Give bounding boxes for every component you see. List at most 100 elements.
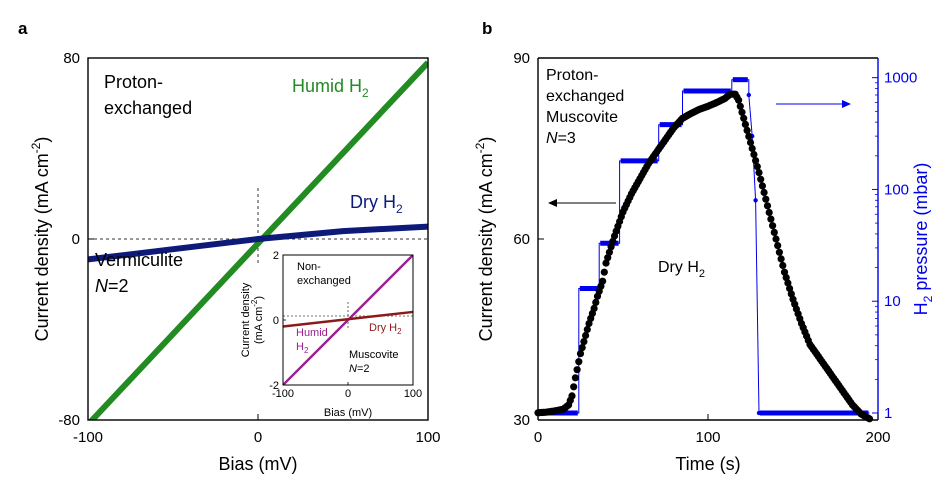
- inset-xtick-label: -100: [272, 388, 294, 400]
- current-point: [745, 132, 753, 140]
- current-point: [582, 331, 590, 340]
- current-point: [772, 235, 780, 243]
- inset-ylabel-1: Current density: [240, 282, 252, 357]
- current-point: [568, 392, 576, 400]
- chart-a-series-humid: [88, 60, 428, 420]
- current-point: [780, 268, 789, 276]
- legend-humid-h2: Humid H2: [292, 76, 369, 100]
- inset-xtick-label: 100: [404, 388, 422, 400]
- current-point: [752, 157, 760, 165]
- chart-b-y2tick-label: 100: [884, 181, 909, 198]
- inset-ytick-label: 2: [273, 250, 279, 262]
- inset-ytick-label: 0: [273, 315, 279, 327]
- chart-a-ytick-label: 80: [63, 50, 80, 67]
- chart-b-annot-1: Proton-: [546, 67, 598, 84]
- current-point: [743, 126, 751, 134]
- legend-dry-h2: Dry H2: [350, 192, 403, 216]
- chart-a-n-label: N=2: [95, 276, 129, 296]
- inset-ylabel-2: (mA cm-2): [250, 296, 265, 344]
- chart-b-ytick-label: 30: [513, 412, 530, 429]
- current-point: [746, 138, 755, 147]
- chart-b-dry-h2: Dry H2: [658, 259, 705, 280]
- current-point: [786, 284, 794, 293]
- chart-a-xtick-label: -100: [73, 429, 103, 446]
- inset-xlabel: Bias (mV): [324, 407, 372, 419]
- current-point: [605, 248, 614, 256]
- inset-n-label: N=2: [349, 363, 370, 375]
- chart-b-annot-n: N=3: [546, 130, 576, 147]
- inset-title-2: exchanged: [297, 275, 351, 287]
- current-point: [774, 242, 782, 250]
- current-point: [757, 175, 765, 183]
- current-point: [578, 344, 586, 352]
- current-point: [735, 96, 743, 104]
- current-point: [775, 248, 784, 256]
- current-point: [600, 268, 608, 276]
- current-point: [740, 114, 748, 122]
- inset-series-dry: [283, 310, 413, 328]
- inset-title-1: Non-: [297, 261, 321, 273]
- current-point: [777, 255, 785, 263]
- current-point: [738, 108, 746, 116]
- inset-humid-label-1: Humid: [296, 327, 328, 339]
- inset-dry-label: Dry H2: [369, 322, 402, 336]
- chart-a-xlabel: Bias (mV): [218, 454, 297, 474]
- current-point: [607, 243, 615, 251]
- inset-humid-label-2: H2: [296, 341, 309, 355]
- current-point: [760, 188, 768, 197]
- chart-a-series-dry: [88, 223, 428, 263]
- chart-a-xtick-label: 0: [254, 429, 262, 446]
- current-point: [865, 415, 874, 423]
- chart-a-ytick-label: 0: [72, 231, 80, 248]
- current-point: [576, 350, 585, 358]
- current-point: [590, 304, 598, 312]
- chart-b-xtick-label: 200: [865, 429, 890, 446]
- chart-a: -100 0 100 -80 0 80 Bias (mV) Current density…: [29, 50, 441, 474]
- pressure-decay-point: [746, 92, 751, 98]
- current-point: [753, 163, 761, 171]
- chart-b: 0 100 200 30 60 90 1 10 100 1000 Time (s) Current…: [473, 50, 935, 474]
- current-point: [571, 374, 580, 382]
- current-point: [763, 202, 772, 210]
- chart-a-proton-line1: Proton-: [104, 72, 163, 92]
- current-point: [767, 215, 775, 223]
- chart-b-y2tick-label: 1: [884, 405, 892, 422]
- chart-a-ytick-label: -80: [58, 412, 80, 429]
- current-point: [750, 150, 758, 159]
- inset-ytick-label: -2: [269, 380, 279, 392]
- arrow-to-left-axis: [548, 199, 616, 207]
- current-point: [592, 298, 600, 306]
- current-point: [765, 208, 773, 217]
- chart-b-annot-2: exchanged: [546, 88, 624, 105]
- current-point: [736, 102, 744, 110]
- inset-muscovite: Muscovite: [349, 349, 399, 361]
- chart-b-y2tick-label: 10: [884, 293, 901, 310]
- current-point: [770, 228, 778, 236]
- current-point: [748, 144, 756, 153]
- chart-a-xtick-label: 100: [415, 429, 440, 446]
- chart-b-y2label: H2 pressure (mbar): [911, 163, 935, 316]
- current-point: [782, 274, 790, 282]
- current-point: [575, 358, 583, 366]
- chart-b-ytick-label: 60: [513, 231, 530, 248]
- chart-a-vermiculite: Vermiculite: [95, 250, 183, 270]
- current-point: [758, 182, 767, 190]
- current-point: [573, 366, 581, 374]
- current-point: [583, 325, 591, 334]
- pressure-decay-point: [756, 410, 762, 416]
- chart-b-xtick-label: 0: [534, 429, 542, 446]
- panel-a-label: a: [18, 19, 28, 38]
- current-point: [604, 254, 612, 262]
- current-point: [609, 237, 617, 245]
- panel-b-label: b: [482, 19, 492, 38]
- chart-b-y2tick-label: 1000: [884, 70, 917, 87]
- pressure-decay-point: [753, 198, 758, 203]
- current-point: [762, 195, 770, 203]
- current-point: [769, 222, 777, 230]
- current-point: [779, 261, 787, 270]
- chart-a-ylabel: Current density (mA cm-2): [29, 137, 52, 342]
- current-point: [755, 169, 763, 177]
- current-point: [787, 290, 795, 298]
- inset-xtick-label: 0: [345, 388, 351, 400]
